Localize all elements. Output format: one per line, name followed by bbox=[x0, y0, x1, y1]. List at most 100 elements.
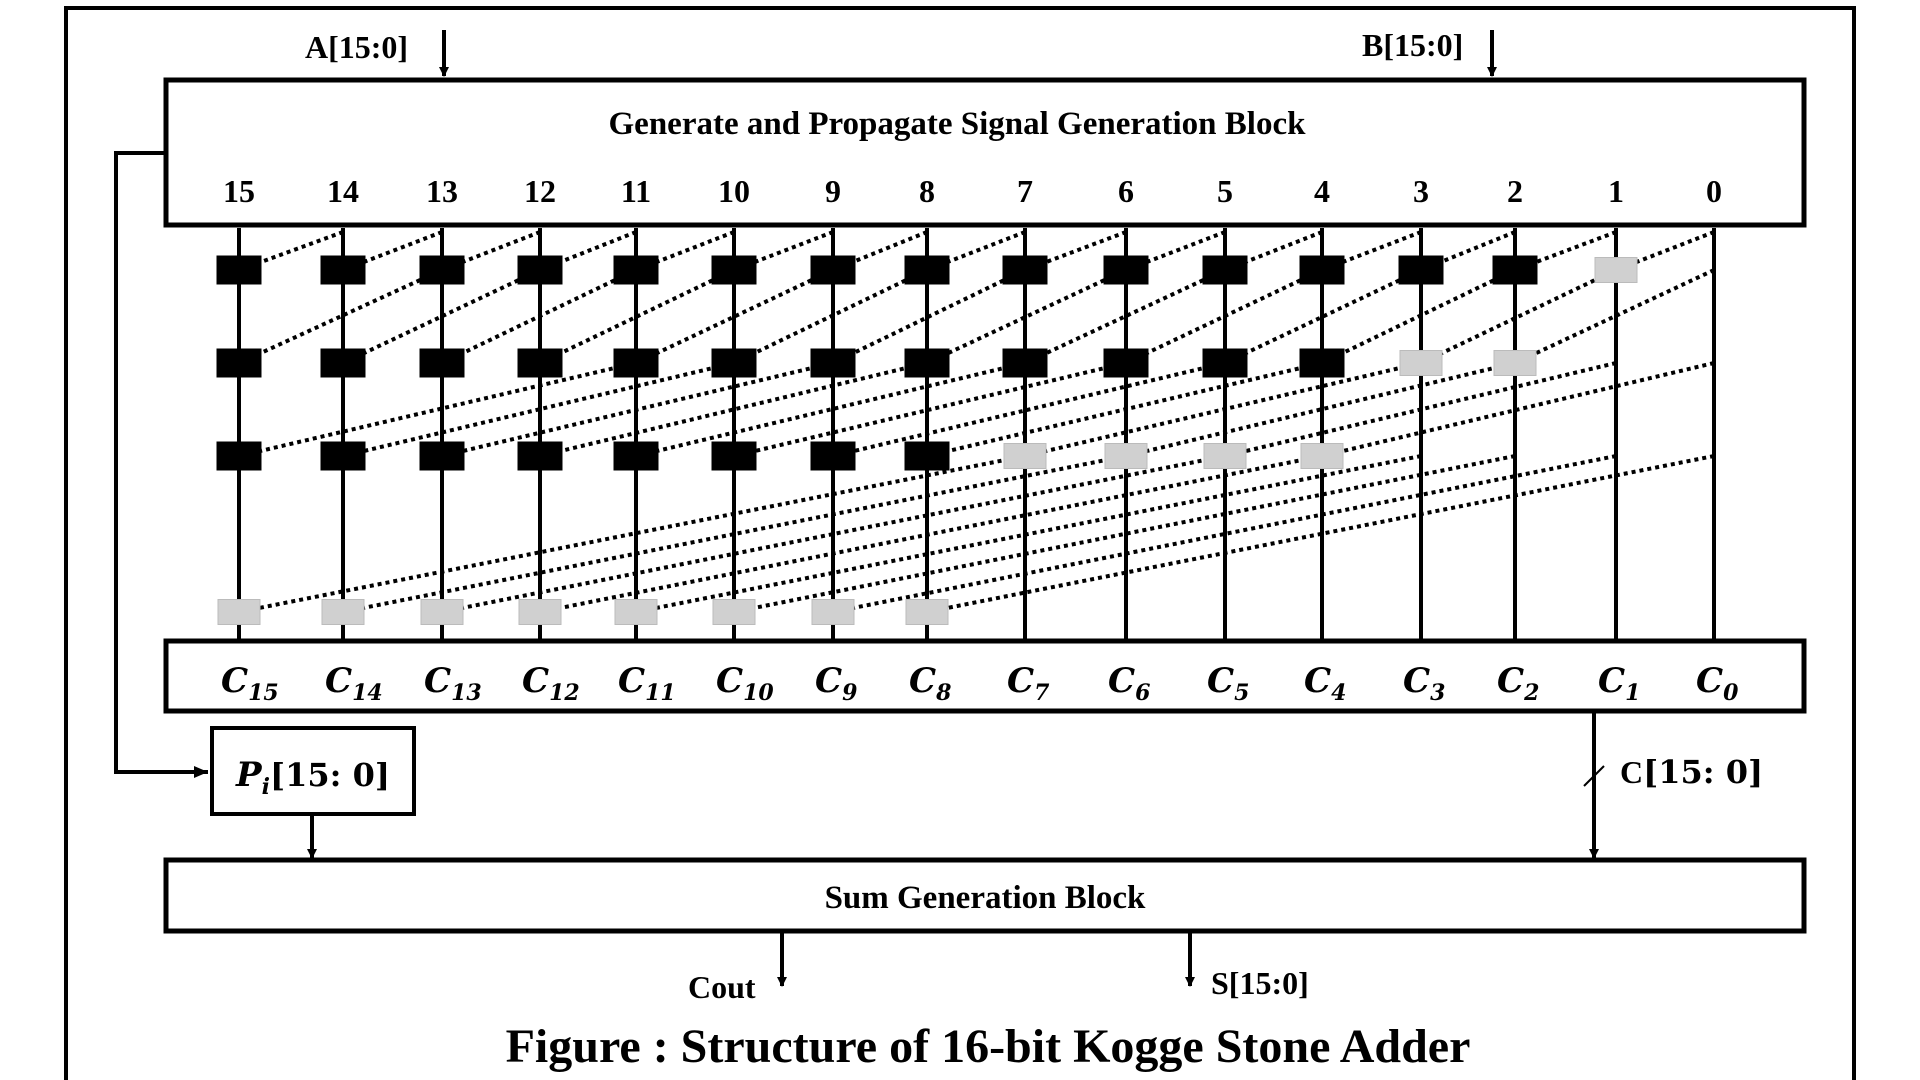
black-cell-s1-12 bbox=[517, 255, 563, 285]
gray-cell-s3-5 bbox=[1203, 443, 1247, 469]
black-cell-s1-10 bbox=[711, 255, 757, 285]
bit-index-7: 7 bbox=[1017, 173, 1033, 209]
prefix-link-s4-15 bbox=[238, 454, 1026, 614]
prefix-link-s1-12 bbox=[539, 230, 637, 272]
carry-sub-1: 1 bbox=[1625, 680, 1640, 706]
pi-sub: i bbox=[262, 774, 270, 800]
carry-base-6: C bbox=[1108, 661, 1135, 701]
prefix-link-s3-10 bbox=[733, 361, 1127, 458]
bit-index-9: 9 bbox=[825, 173, 841, 209]
black-cell-s1-9 bbox=[810, 255, 856, 285]
outer-frame bbox=[64, 6, 1856, 1080]
prefix-link-s2-15 bbox=[238, 268, 443, 365]
black-cell-s1-15 bbox=[216, 255, 262, 285]
carry-base-1: C bbox=[1598, 661, 1625, 701]
carry-sub-11: 11 bbox=[645, 680, 676, 706]
carry-label-10: C10 bbox=[716, 661, 774, 706]
bit-index-1: 1 bbox=[1608, 173, 1624, 209]
prefix-link-s2-13 bbox=[441, 268, 637, 365]
prefix-link-s3-5 bbox=[1224, 361, 1617, 458]
gray-cell-s4-9 bbox=[811, 599, 855, 625]
bit-index-14: 14 bbox=[327, 173, 359, 209]
black-cell-s2-8 bbox=[904, 348, 950, 378]
black-cell-s2-15 bbox=[216, 348, 262, 378]
sum-block-title: Sum Generation Block bbox=[825, 880, 1146, 916]
carry-label-4: C4 bbox=[1304, 661, 1346, 706]
gray-cell-s4-8 bbox=[905, 599, 949, 625]
gray-cell-s3-4 bbox=[1300, 443, 1344, 469]
bus-slash-mark bbox=[1583, 765, 1605, 787]
black-cell-s2-13 bbox=[419, 348, 465, 378]
input-a: A[15:0] bbox=[305, 29, 449, 77]
bit-index-15: 15 bbox=[223, 173, 255, 209]
carry-label-1: C1 bbox=[1598, 661, 1640, 706]
pi-base: P bbox=[235, 755, 263, 795]
input-b-label: B[15:0] bbox=[1362, 27, 1463, 63]
black-cell-s2-14 bbox=[320, 348, 366, 378]
carry-sub-2: 2 bbox=[1523, 680, 1539, 706]
carry-label-13: C13 bbox=[424, 661, 482, 706]
black-cell-s3-8 bbox=[904, 441, 950, 471]
carry-sub-4: 4 bbox=[1331, 680, 1346, 706]
carry-base-3: C bbox=[1403, 661, 1430, 701]
carry-label-2: C2 bbox=[1497, 661, 1539, 706]
black-cell-s1-8 bbox=[904, 255, 950, 285]
carry-label-7: C7 bbox=[1007, 661, 1050, 706]
carry-label-3: C3 bbox=[1403, 661, 1445, 706]
sum-block bbox=[163, 857, 1807, 934]
carry-base-8: C bbox=[909, 661, 936, 701]
carry-base-5: C bbox=[1207, 661, 1234, 701]
black-cell-s3-11 bbox=[613, 441, 659, 471]
bit-index-11: 11 bbox=[621, 173, 651, 209]
pi-box bbox=[210, 726, 416, 816]
carry-base-14: C bbox=[325, 661, 352, 701]
black-cell-s2-10 bbox=[711, 348, 757, 378]
black-cell-s3-9 bbox=[810, 441, 856, 471]
gray-cell-s3-6 bbox=[1104, 443, 1148, 469]
prefix-link-s2-9 bbox=[832, 268, 1026, 365]
bit-index-0: 0 bbox=[1706, 173, 1722, 209]
black-cell-s1-4 bbox=[1299, 255, 1345, 285]
carry-sub-10: 10 bbox=[743, 680, 774, 706]
prefix-link-s4-14 bbox=[342, 454, 1127, 614]
pi-range: [15: 0] bbox=[270, 756, 390, 794]
prefix-link-s1-9 bbox=[832, 230, 928, 272]
prefix-link-s4-13 bbox=[441, 454, 1226, 614]
bit-index-13: 13 bbox=[426, 173, 458, 209]
gray-cell-s4-12 bbox=[518, 599, 562, 625]
c-bus-base: C bbox=[1620, 754, 1643, 790]
prefix-link-s3-8 bbox=[926, 361, 1323, 458]
black-cell-s2-11 bbox=[613, 348, 659, 378]
carry-sub-8: 8 bbox=[935, 680, 951, 706]
carry-sub-6: 6 bbox=[1135, 680, 1150, 706]
gray-cell-s2-2 bbox=[1493, 350, 1537, 376]
bit-index-6: 6 bbox=[1118, 173, 1134, 209]
prefix-link-s2-4 bbox=[1321, 268, 1516, 365]
bit-index-3: 3 bbox=[1413, 173, 1429, 209]
prefix-link-s2-10 bbox=[733, 268, 928, 365]
black-cell-s1-5 bbox=[1202, 255, 1248, 285]
carry-sub-5: 5 bbox=[1234, 680, 1249, 706]
bit-index-5: 5 bbox=[1217, 173, 1233, 209]
sum-output-label: S[15:0] bbox=[1211, 965, 1309, 1001]
gp-block bbox=[163, 77, 1807, 228]
carry-base-0: C bbox=[1696, 661, 1723, 701]
gp-block-title: Generate and Propagate Signal Generation… bbox=[609, 106, 1307, 142]
prefix-link-s1-15 bbox=[238, 230, 344, 272]
prefix-link-s3-12 bbox=[539, 361, 928, 458]
gray-cell-s2-3 bbox=[1399, 350, 1443, 376]
prefix-link-s1-11 bbox=[635, 230, 735, 272]
prefix-link-s1-8 bbox=[926, 230, 1026, 272]
c-bus-range: [15: 0] bbox=[1643, 753, 1763, 791]
black-cell-s2-9 bbox=[810, 348, 856, 378]
prefix-link-s3-9 bbox=[832, 361, 1226, 458]
carry-sub-0: 0 bbox=[1723, 680, 1739, 706]
prefix-link-s3-4 bbox=[1321, 361, 1715, 458]
black-cell-s2-7 bbox=[1002, 348, 1048, 378]
prefix-link-s1-3 bbox=[1420, 230, 1516, 272]
gray-cell-s3-7 bbox=[1003, 443, 1047, 469]
black-cell-s2-5 bbox=[1202, 348, 1248, 378]
carry-base-11: C bbox=[618, 661, 645, 701]
cout-label: Cout bbox=[688, 969, 756, 1005]
carry-sub-13: 13 bbox=[451, 680, 482, 706]
